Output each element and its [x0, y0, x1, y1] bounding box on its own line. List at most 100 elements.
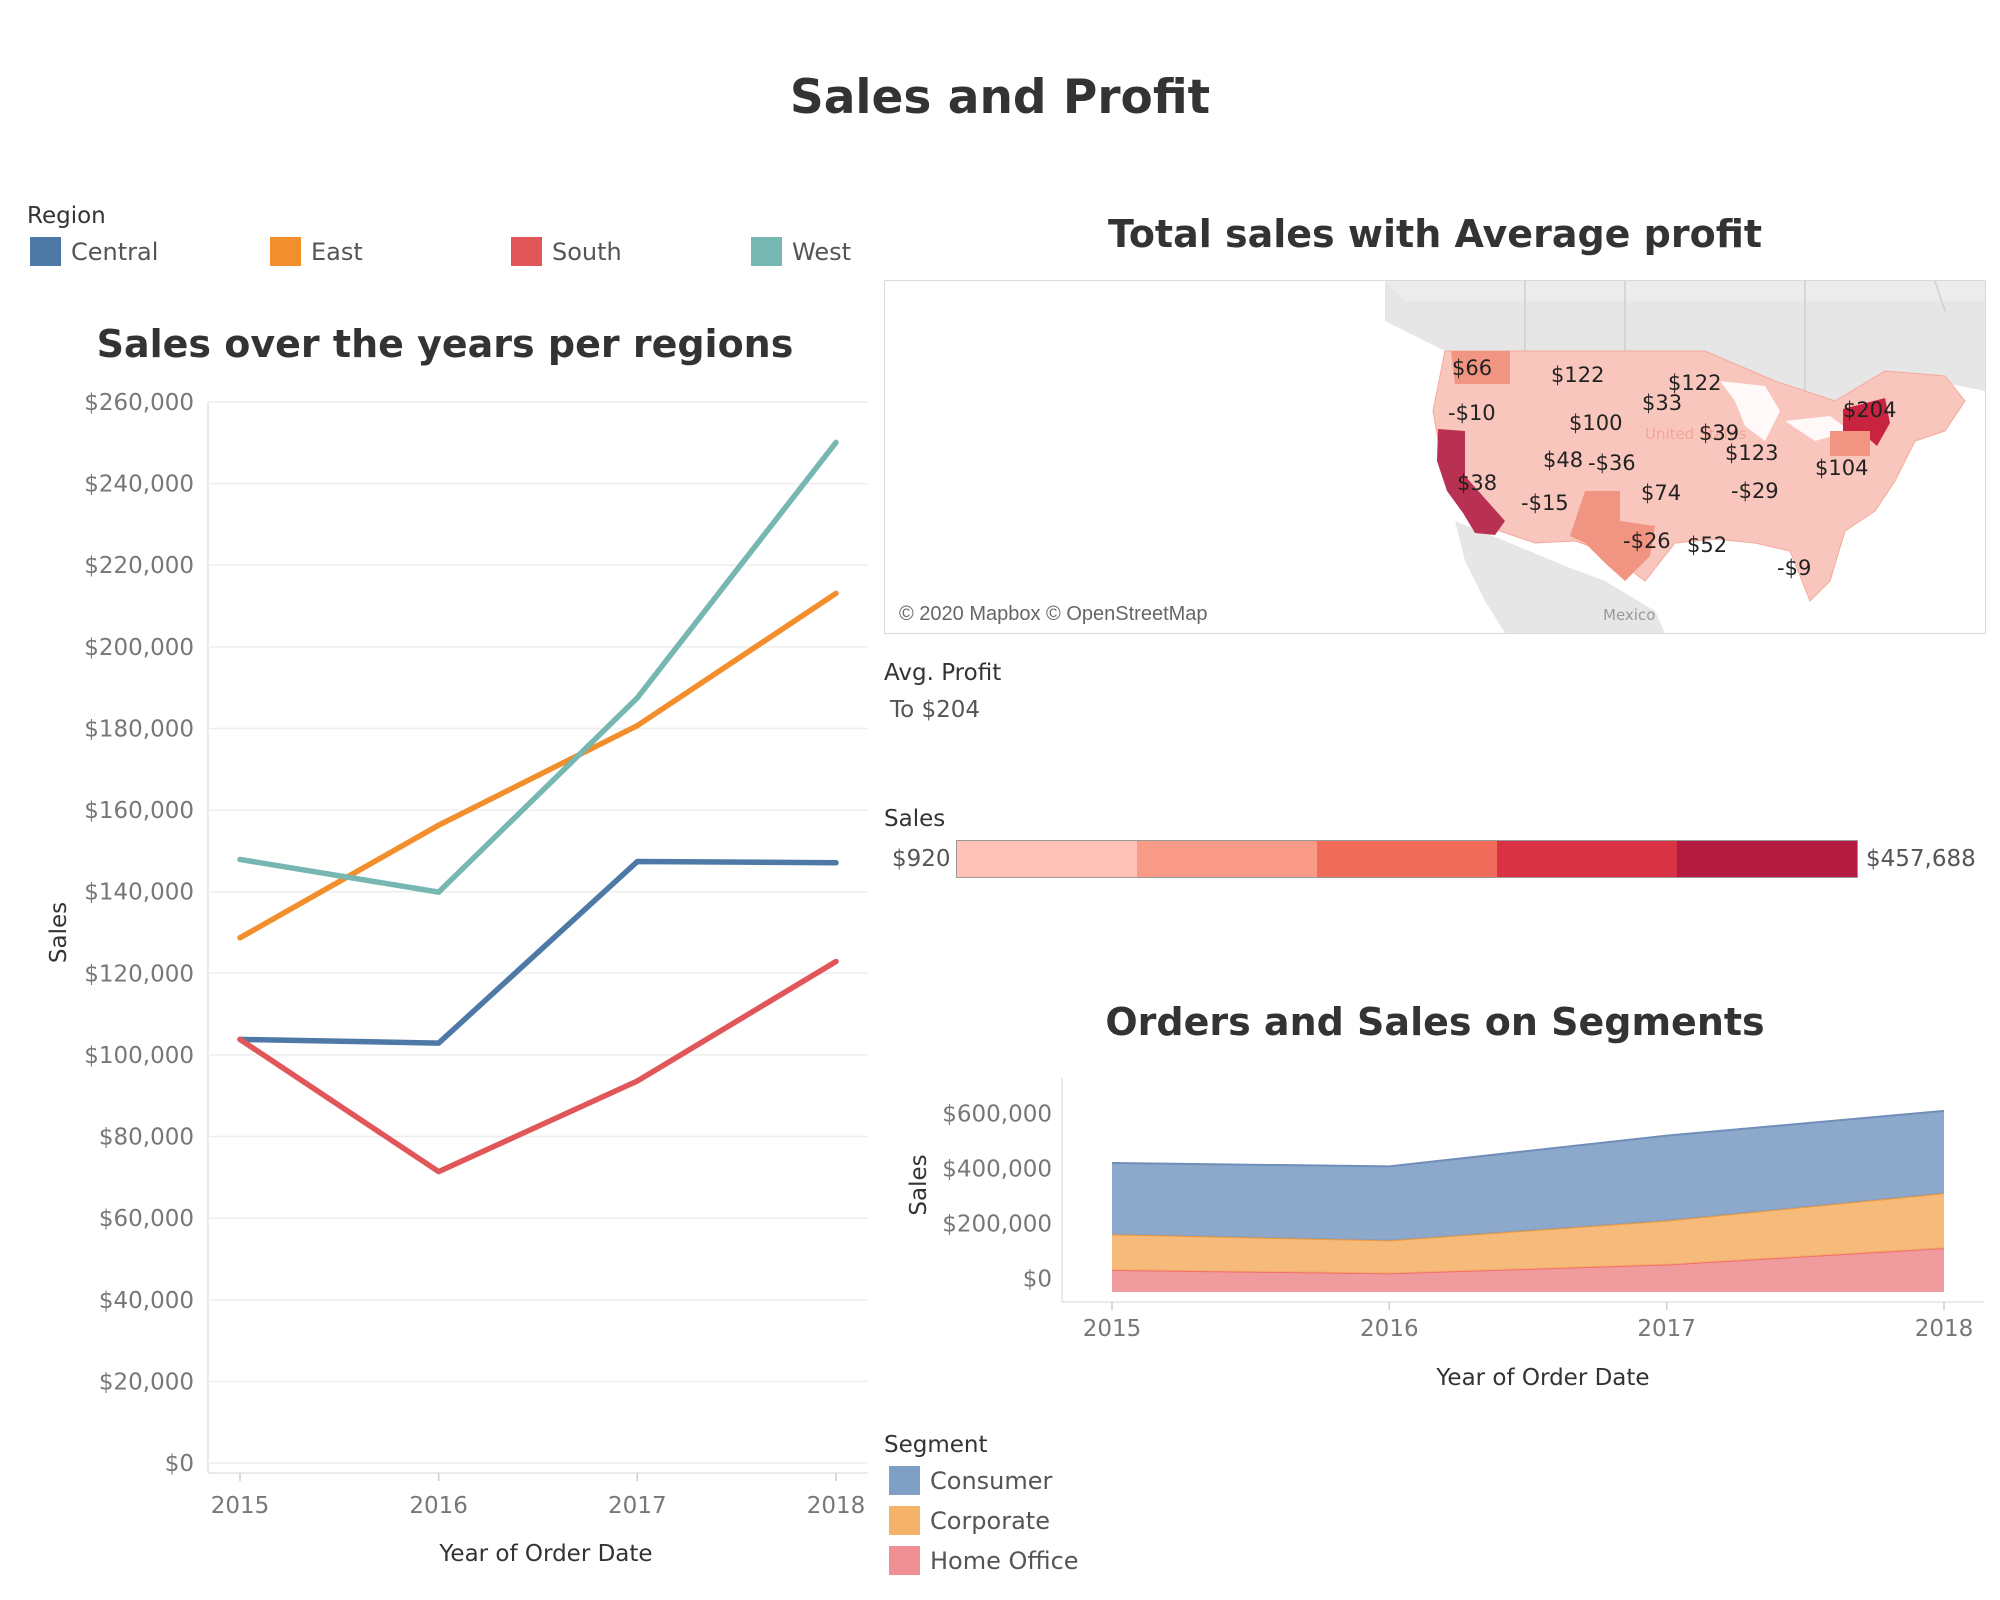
area-home-office	[1112, 1248, 1944, 1292]
north-land	[1385, 281, 1985, 301]
avg-profit-legend-value: To $204	[890, 697, 981, 723]
dashboard-title: Sales and Profit	[789, 70, 1211, 125]
state-label: $74	[1641, 481, 1682, 505]
sales-color-ramp[interactable]	[956, 840, 1858, 878]
state-label: $39	[1699, 421, 1740, 445]
legend-label: Consumer	[930, 1466, 1053, 1495]
series-line-south	[237, 958, 839, 1175]
y-tick-label: $80,000	[99, 1125, 194, 1151]
map-canvas: United States	[1385, 281, 1985, 633]
x-tick-label: 2017	[608, 1493, 667, 1519]
sales-legend-title: Sales	[884, 806, 946, 832]
x-tick-label: 2016	[1360, 1316, 1419, 1342]
legend-swatch	[889, 1506, 920, 1535]
state-label: $122	[1551, 363, 1605, 387]
region-legend-item-central[interactable]: Central	[30, 237, 158, 266]
map-title: Total sales with Average profit	[1107, 212, 1763, 256]
area-corporate	[1112, 1193, 1944, 1274]
y-tick-label: $240,000	[84, 472, 194, 498]
canada-land	[1385, 281, 1985, 401]
y-tick-label: $200,000	[84, 635, 194, 661]
sales-ramp-step	[957, 841, 1137, 877]
series-line-east	[237, 590, 839, 941]
state-label: $33	[1642, 391, 1683, 415]
legend-label: East	[311, 237, 363, 266]
state-label: -$9	[1777, 556, 1812, 580]
legend-swatch	[889, 1546, 920, 1575]
x-tick-label: 2015	[1083, 1316, 1142, 1342]
x-tick-label: 2015	[211, 1493, 270, 1519]
y-tick-label: $100,000	[84, 1043, 194, 1069]
series-line-west	[237, 439, 839, 895]
legend-label: Corporate	[930, 1506, 1050, 1535]
x-tick-label: 2018	[807, 1493, 866, 1519]
sales-legend-max: $457,688	[1866, 846, 1976, 872]
x-tick-label: 2016	[409, 1493, 468, 1519]
y-tick-label: $400,000	[942, 1157, 1052, 1183]
region-legend-item-south[interactable]: South	[511, 237, 622, 266]
sales-ramp-step	[1497, 841, 1677, 877]
y-tick-label: $60,000	[99, 1206, 194, 1232]
region-legend-item-east[interactable]: East	[270, 237, 363, 266]
area-consumer	[1112, 1110, 1944, 1241]
state-label: $104	[1815, 456, 1869, 480]
state-label: -$10	[1448, 401, 1496, 425]
great-lakes	[1720, 381, 1850, 441]
state-label: $100	[1569, 411, 1623, 435]
segment-legend-item-corporate[interactable]: Corporate	[889, 1506, 1050, 1535]
segment-legend-item-consumer[interactable]: Consumer	[889, 1466, 1052, 1495]
state-california[interactable]	[1437, 429, 1505, 535]
mexico-label: Mexico	[1603, 606, 1656, 624]
state-pennsylvania[interactable]	[1830, 431, 1870, 456]
x-tick-label: 2017	[1637, 1316, 1696, 1342]
country-label-us: United States	[1645, 425, 1747, 443]
y-tick-label: $140,000	[84, 880, 194, 906]
map-attribution[interactable]: © 2020 Mapbox © OpenStreetMap	[899, 603, 1208, 625]
y-axis-title: Sales	[906, 1154, 932, 1215]
sales-ramp-step	[1137, 841, 1317, 877]
sales-ramp-step	[1317, 841, 1497, 877]
y-tick-label: $0	[165, 1451, 194, 1477]
x-axis-title: Year of Order Date	[1435, 1365, 1649, 1391]
state-label: -$29	[1731, 479, 1779, 503]
region-legend-item-west[interactable]: West	[751, 237, 851, 266]
state-label: -$36	[1588, 451, 1636, 475]
y-axis-title: Sales	[46, 902, 72, 963]
legend-swatch	[511, 237, 542, 266]
legend-swatch	[270, 237, 301, 266]
x-axis-title: Year of Order Date	[438, 1541, 652, 1567]
area-chart: $0 $200,000 $400,000 $600,000 2015 2016 2017 20…	[906, 1078, 1984, 1391]
segment-legend-item-home-office[interactable]: Home Office	[889, 1546, 1079, 1575]
y-tick-label: $600,000	[942, 1102, 1052, 1128]
state-label: $52	[1687, 533, 1728, 557]
state-texas[interactable]	[1570, 491, 1655, 581]
area-edge-consumer	[1111, 1109, 1945, 1168]
area-chart-title: Orders and Sales on Segments	[1105, 1000, 1765, 1044]
state-label: $122	[1668, 371, 1722, 395]
series-line-central	[237, 858, 839, 1046]
state-new-york[interactable]	[1843, 398, 1890, 446]
state-washington[interactable]	[1451, 351, 1510, 384]
y-tick-label: $220,000	[84, 553, 194, 579]
y-tick-label: $180,000	[84, 716, 194, 742]
sales-map[interactable]: United States Mexico © 2020 Mapbox © Ope…	[884, 280, 1986, 634]
x-tick-label: 2018	[1915, 1316, 1974, 1342]
avg-profit-legend-title: Avg. Profit	[884, 660, 1002, 686]
y-tick-label: $20,000	[99, 1369, 194, 1395]
legend-label: South	[552, 237, 622, 266]
y-tick-label: $260,000	[84, 390, 194, 416]
y-tick-label: $200,000	[942, 1211, 1052, 1237]
state-label: $204	[1843, 398, 1897, 422]
sales-ramp-step	[1677, 841, 1857, 877]
y-tick-label: $40,000	[99, 1288, 194, 1314]
line-chart-title: Sales over the years per regions	[96, 322, 794, 366]
legend-swatch	[751, 237, 782, 266]
segment-legend-title: Segment	[884, 1432, 988, 1458]
state-label: -$15	[1521, 491, 1569, 515]
mexico-land	[1455, 521, 1665, 633]
y-tick-label: $0	[1023, 1266, 1052, 1292]
state-label: $66	[1452, 356, 1493, 380]
state-label: $38	[1457, 471, 1498, 495]
legend-swatch	[30, 237, 61, 266]
y-tick-label: $120,000	[84, 961, 194, 987]
